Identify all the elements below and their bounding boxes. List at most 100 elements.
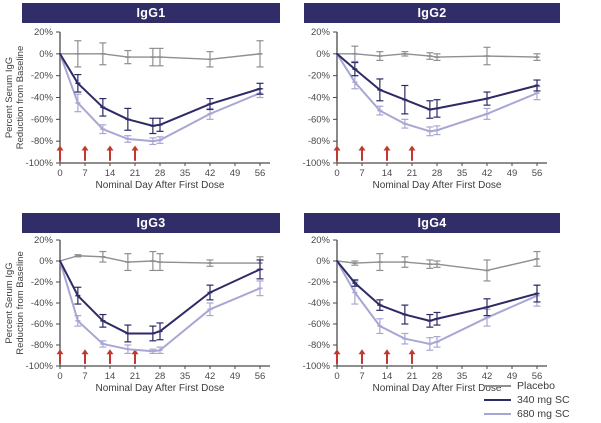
panel-igg1: IgG1 20% 0% -20% -40% -60% -80% -100% 0 7 14 21 28 3… [0,0,300,211]
series-line [336,52,538,111]
y-tick-label: -20% [31,71,54,82]
panel-igg3: IgG3 20% 0% -20% -40% -60% -80% -100% 0 7 14 21 28 3… [0,211,300,423]
series-dose340 [59,259,264,343]
series-line [59,260,261,353]
y-tick-label: 0% [39,256,53,267]
dose-680-line-swatch [484,413,511,415]
series-placebo [336,250,541,282]
igg4-chart: 20% 0% -20% -40% -60% -80% -100%0 7 14 21 28 35 42 49… [303,235,547,394]
y-axis-title-line1: Percent Serum IgG [4,262,15,343]
dose-arrow-head [131,349,139,355]
series-dose680 [59,260,264,354]
series-dose340 [336,260,541,328]
x-tick-label: 21 [407,168,418,179]
dose-arrow-head [106,349,114,355]
x-tick-label: 28 [432,168,443,179]
dose-340-line-swatch [484,399,511,401]
dose-arrow-head [106,145,114,151]
x-tick-label: 49 [230,371,241,382]
dose-arrow-head [408,145,416,151]
x-axis-title: Nominal Day After First Dose [373,383,502,394]
panel-title-igg2: IgG2 [304,3,560,23]
dose-arrow-head [383,349,391,355]
legend-label-340mg: 340 mg SC [517,394,570,406]
series-placebo [59,250,264,272]
dose-arrow-head [358,349,366,355]
y-tick-label: -60% [308,114,331,125]
y-tick-label: -80% [31,136,54,147]
series-dose340 [59,52,264,135]
series-dose340 [336,52,541,119]
y-tick-label: 20% [311,235,331,246]
x-tick-label: 56 [532,371,543,382]
x-tick-label: 7 [82,168,87,179]
series-line [336,260,538,322]
x-tick-label: 0 [57,168,62,179]
x-tick-label: 28 [432,371,443,382]
x-tick-label: 7 [82,371,87,382]
series-line [59,53,261,60]
y-tick-label: -60% [308,319,331,330]
x-tick-label: 21 [130,371,141,382]
series-line [336,52,538,133]
panel-title-igg4: IgG4 [304,213,560,233]
y-tick-label: -80% [31,340,54,351]
x-tick-label: 42 [482,371,493,382]
series-line [59,52,261,127]
panel-title-igg1: IgG1 [22,3,280,23]
y-tick-label: 0% [316,256,330,267]
y-tick-label: -100% [26,361,54,372]
legend-label-placebo: Placebo [517,380,555,392]
x-tick-label: 35 [180,168,191,179]
y-axis-title-line2: Reduction from Baseline [15,46,26,150]
dose-arrow-head [56,349,64,355]
x-tick-label: 21 [130,168,141,179]
x-tick-label: 35 [457,168,468,179]
x-tick-label: 28 [155,371,166,382]
legend-item-340mg: 340 mg SC [484,393,599,407]
x-tick-label: 56 [532,168,543,179]
y-tick-label: -20% [31,277,54,288]
dose-arrow-head [131,145,139,151]
x-axis-title: Nominal Day After First Dose [96,180,225,191]
panel-igg4: IgG4 20% 0% -20% -40% -60% -80% -100% 0 7 14 21 28 3… [300,211,601,423]
dose-arrow-head [408,349,416,355]
dose-arrow-head [333,145,341,151]
x-tick-label: 14 [105,168,116,179]
x-tick-label: 49 [507,168,518,179]
igg2-chart: 20% 0% -20% -40% -60% -80% -100%0 7 14 21 28 35 42 49… [303,27,547,191]
dose-arrow-head [383,145,391,151]
x-tick-label: 42 [205,371,216,382]
x-tick-label: 0 [57,371,62,382]
y-tick-label: -60% [31,319,54,330]
dose-arrow-head [358,145,366,151]
y-axis-title-line1: Percent Serum IgG [4,57,15,138]
series-line [336,53,538,58]
y-tick-label: 20% [34,27,54,38]
igg3-chart: 20% 0% -20% -40% -60% -80% -100%0 7 14 21 28 35 42 49… [4,235,270,394]
x-axis-title: Nominal Day After First Dose [373,180,502,191]
series-line [59,260,261,335]
x-tick-label: 56 [255,371,266,382]
x-tick-label: 49 [507,371,518,382]
series-placebo [336,45,541,66]
x-tick-label: 7 [359,168,364,179]
dose-arrow-head [81,349,89,355]
placebo-line-swatch [484,385,511,387]
series-dose680 [336,260,541,351]
y-tick-label: -100% [303,361,331,372]
y-tick-label: -80% [308,136,331,147]
dose-arrow-head [333,349,341,355]
y-axis-title-line2: Reduction from Baseline [15,251,26,355]
x-tick-label: 0 [334,168,339,179]
y-tick-label: 0% [39,49,53,60]
panel-igg2: IgG2 20% 0% -20% -40% -60% -80% -100% 0 7 14 21 28 3… [300,0,601,211]
series-line [59,52,261,143]
legend-item-680mg: 680 mg SC [484,407,599,421]
series-line [336,258,538,272]
x-tick-label: 42 [205,168,216,179]
y-tick-label: -40% [31,93,54,104]
series-line [336,260,538,345]
y-tick-label: -100% [303,158,331,169]
x-tick-label: 35 [457,371,468,382]
